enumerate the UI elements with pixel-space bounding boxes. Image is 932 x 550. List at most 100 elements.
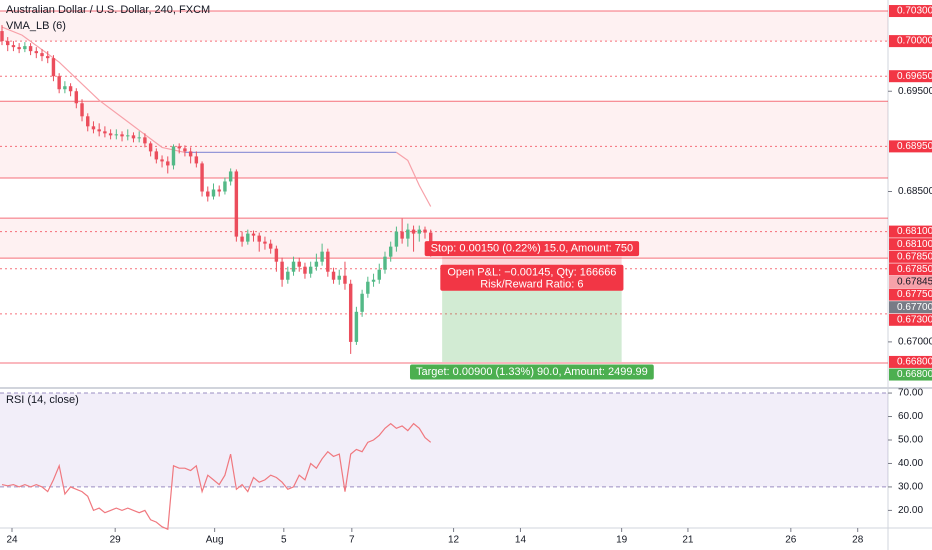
candle-body [394,231,399,247]
candle-body [314,261,319,267]
candle-body [80,103,84,117]
candle-body [51,58,56,77]
y-tick-label: 0.68500 [898,186,932,197]
rsi-name: RSI (14, close) [6,394,79,406]
candle-body [377,269,381,280]
position-label: Stop: 0.00150 (0.22%) 15.0, Amount: 750 [431,243,633,255]
price-label-box [889,288,932,301]
position-label: Risk/Reward Ratio: 6 [480,279,583,291]
candle-body [228,171,233,182]
indicator-line [1,26,186,153]
price-label: 0.66800 [897,369,932,380]
candle-body [23,46,27,50]
candle-body [411,229,416,234]
price-label-box [889,5,932,18]
price-label-box [889,70,932,83]
price-label: 0.66800 [897,357,932,368]
candle-body [366,281,370,294]
candle-body [263,241,267,244]
candle-body [11,45,16,48]
main-layer: 0.69500 0.68500 0.67000 70.00 60.00 50.00 40.0… [0,25,932,546]
rsi-tick-label: 30.00 [898,482,923,493]
price-label-box [889,225,932,238]
rsi-tick-label: 20.00 [898,505,923,516]
candle-body [166,161,170,166]
price-label-box [889,35,932,48]
candle-body [46,56,50,59]
price-label: 0.70300 [897,6,932,17]
rsi-band [0,393,888,487]
candle-body [126,135,130,137]
position-label: Open P&L: −0.00145, Qty: 166666 [447,267,616,279]
candle-body [337,275,341,280]
price-label-box [889,301,932,314]
price-label-box [889,250,932,263]
position-label-box [409,364,654,380]
candle-body [137,137,141,139]
price-label: 0.68950 [897,141,932,152]
candle-body [286,271,290,280]
price-label-box [889,368,932,381]
price-label: 0.69650 [897,71,932,82]
candle-body [240,236,244,242]
x-tick-label: 7 [349,535,355,546]
x-tick-label: 26 [785,535,797,546]
candle-body [171,146,176,166]
zone [0,11,888,42]
y-tick-label: 0.69500 [898,86,932,97]
position-label: Target: 0.00900 (1.33%) 90.0, Amount: 24… [416,366,648,378]
candle-body [143,137,147,144]
candle-body [400,231,404,239]
candle-body [120,134,124,137]
price-label: 0.67850 [897,264,932,275]
candle-body [343,275,347,284]
x-tick-label: 19 [616,535,628,546]
x-tick-label: 14 [515,535,527,546]
candle-body [63,86,67,90]
x-tick-label: 21 [682,535,694,546]
position-risk [442,256,622,267]
price-label: 0.67845 [897,277,932,288]
price-label: 0.68100 [897,239,932,250]
x-tick-label: 28 [852,535,864,546]
candle-body [154,151,159,160]
candle-body [371,279,376,282]
rsi-tick-label: 40.00 [898,458,923,469]
candle-body [194,156,199,164]
candle-body [131,135,136,139]
rsi-tick-label: 60.00 [898,411,923,422]
candle-body [148,143,153,152]
candle-body [28,46,33,52]
candle-body [6,41,10,46]
price-label-box [889,313,932,326]
rsi-tick-label: 50.00 [898,435,923,446]
candle-body [97,129,101,132]
candle-body [114,134,119,136]
candle-body [160,159,164,162]
candle-body [423,229,427,233]
candle-body [0,31,4,42]
x-tick-label: 5 [281,535,287,546]
candle-body [280,261,284,280]
candle-body [17,47,21,50]
candle-body [86,116,90,127]
rsi-line [1,422,432,531]
zone [0,101,888,178]
candle-body [34,51,39,54]
candle-body [91,126,96,130]
price-label: 0.67750 [897,289,932,300]
label-layer: Stop: 0.00150 (0.22%) 15.0, Amount: 750 O… [409,5,932,381]
candle-body [320,251,324,262]
indicator-line [396,151,432,207]
candle-body [183,148,187,152]
candle-body [251,233,256,236]
price-label: 0.67700 [897,302,932,313]
x-tick-label: 24 [6,535,18,546]
candle-body [354,311,359,342]
candle-body [223,181,227,192]
rsi-tick-label: 70.00 [898,388,923,399]
candle-body [274,248,279,262]
candle-body [188,151,193,157]
position-label-box [440,264,624,291]
